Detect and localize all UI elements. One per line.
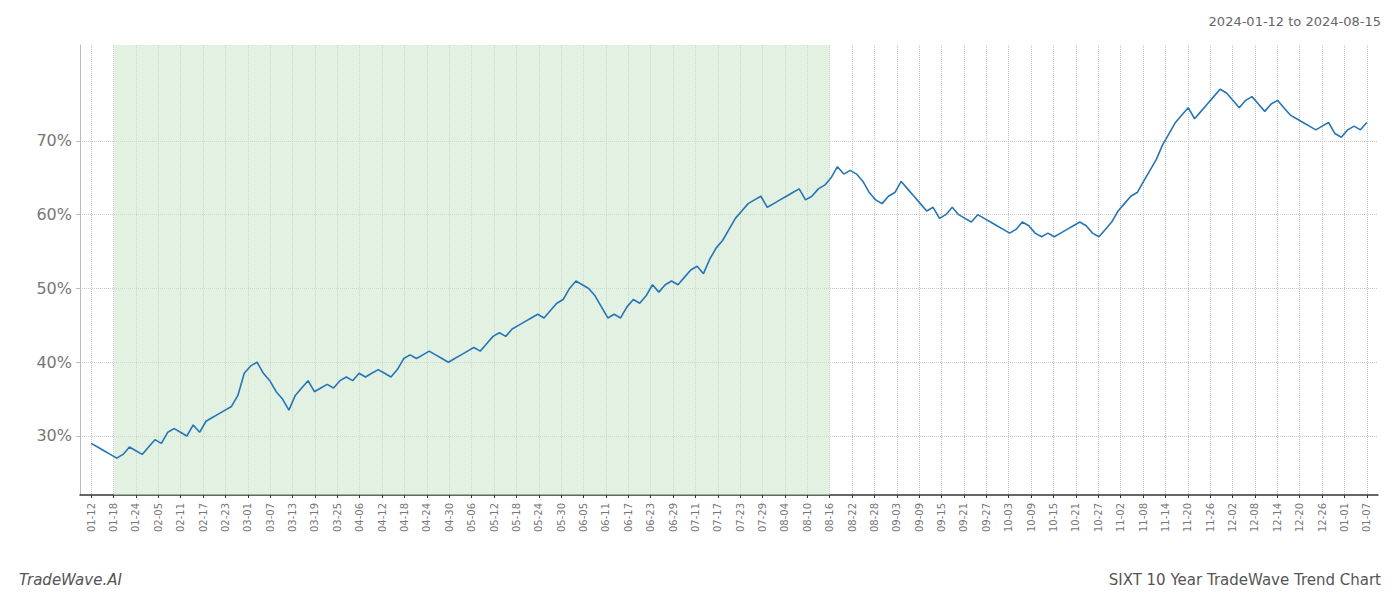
svg-text:09-09: 09-09	[914, 503, 925, 532]
svg-text:11-26: 11-26	[1205, 503, 1216, 532]
svg-text:12-14: 12-14	[1272, 503, 1283, 532]
svg-text:09-15: 09-15	[936, 503, 947, 532]
svg-text:07-11: 07-11	[690, 503, 701, 532]
svg-text:08-04: 08-04	[779, 503, 790, 532]
svg-text:08-16: 08-16	[824, 503, 835, 532]
svg-text:10-27: 10-27	[1093, 503, 1104, 532]
svg-text:07-23: 07-23	[735, 503, 746, 532]
svg-text:01-12: 01-12	[86, 503, 97, 532]
svg-text:09-27: 09-27	[981, 503, 992, 532]
svg-text:10-15: 10-15	[1048, 503, 1059, 532]
svg-text:11-14: 11-14	[1160, 503, 1171, 532]
svg-text:08-28: 08-28	[869, 503, 880, 532]
svg-text:02-17: 02-17	[198, 503, 209, 532]
svg-text:SIXT 10 Year TradeWave Trend C: SIXT 10 Year TradeWave Trend Chart	[1109, 571, 1381, 589]
svg-text:08-22: 08-22	[847, 503, 858, 532]
svg-text:11-08: 11-08	[1138, 503, 1149, 532]
svg-text:50%: 50%	[36, 279, 72, 298]
svg-text:12-02: 12-02	[1227, 503, 1238, 532]
svg-text:12-26: 12-26	[1317, 503, 1328, 532]
svg-text:05-12: 05-12	[489, 503, 500, 532]
svg-text:02-05: 02-05	[153, 503, 164, 532]
svg-text:05-30: 05-30	[556, 503, 567, 532]
svg-text:01-24: 01-24	[130, 503, 141, 532]
svg-text:40%: 40%	[36, 353, 72, 372]
svg-text:05-18: 05-18	[511, 503, 522, 532]
svg-text:10-21: 10-21	[1070, 503, 1081, 532]
svg-text:09-03: 09-03	[891, 503, 902, 532]
svg-text:04-24: 04-24	[421, 503, 432, 532]
svg-text:06-29: 06-29	[668, 503, 679, 532]
svg-text:10-09: 10-09	[1026, 503, 1037, 532]
svg-text:12-08: 12-08	[1249, 503, 1260, 532]
svg-text:03-19: 03-19	[309, 503, 320, 532]
svg-text:10-03: 10-03	[1003, 503, 1014, 532]
svg-text:04-18: 04-18	[399, 503, 410, 532]
svg-text:01-01: 01-01	[1339, 503, 1350, 532]
svg-text:02-23: 02-23	[220, 503, 231, 532]
svg-text:03-07: 03-07	[265, 503, 276, 532]
svg-text:04-06: 04-06	[354, 503, 365, 532]
svg-text:70%: 70%	[36, 131, 72, 150]
svg-text:2024-01-12 to 2024-08-15: 2024-01-12 to 2024-08-15	[1209, 14, 1381, 29]
svg-text:07-17: 07-17	[712, 503, 723, 532]
svg-text:09-21: 09-21	[958, 503, 969, 532]
svg-text:06-17: 06-17	[623, 503, 634, 532]
svg-text:04-30: 04-30	[444, 503, 455, 532]
svg-text:01-18: 01-18	[108, 503, 119, 532]
svg-text:04-12: 04-12	[377, 503, 388, 532]
svg-text:60%: 60%	[36, 205, 72, 224]
svg-text:06-11: 06-11	[600, 503, 611, 532]
svg-text:TradeWave.AI: TradeWave.AI	[19, 571, 122, 589]
svg-text:02-11: 02-11	[175, 503, 186, 532]
svg-text:11-02: 11-02	[1115, 503, 1126, 532]
svg-text:30%: 30%	[36, 426, 72, 445]
svg-text:05-06: 05-06	[466, 503, 477, 532]
svg-text:12-20: 12-20	[1294, 503, 1305, 532]
svg-text:05-24: 05-24	[533, 503, 544, 532]
svg-text:03-01: 03-01	[242, 503, 253, 532]
svg-text:08-10: 08-10	[802, 503, 813, 532]
svg-text:07-29: 07-29	[757, 503, 768, 532]
svg-text:01-07: 01-07	[1361, 503, 1372, 532]
svg-text:03-13: 03-13	[287, 503, 298, 532]
svg-text:06-05: 06-05	[578, 503, 589, 532]
svg-text:11-20: 11-20	[1182, 503, 1193, 532]
svg-text:03-25: 03-25	[332, 503, 343, 532]
svg-text:06-23: 06-23	[645, 503, 656, 532]
